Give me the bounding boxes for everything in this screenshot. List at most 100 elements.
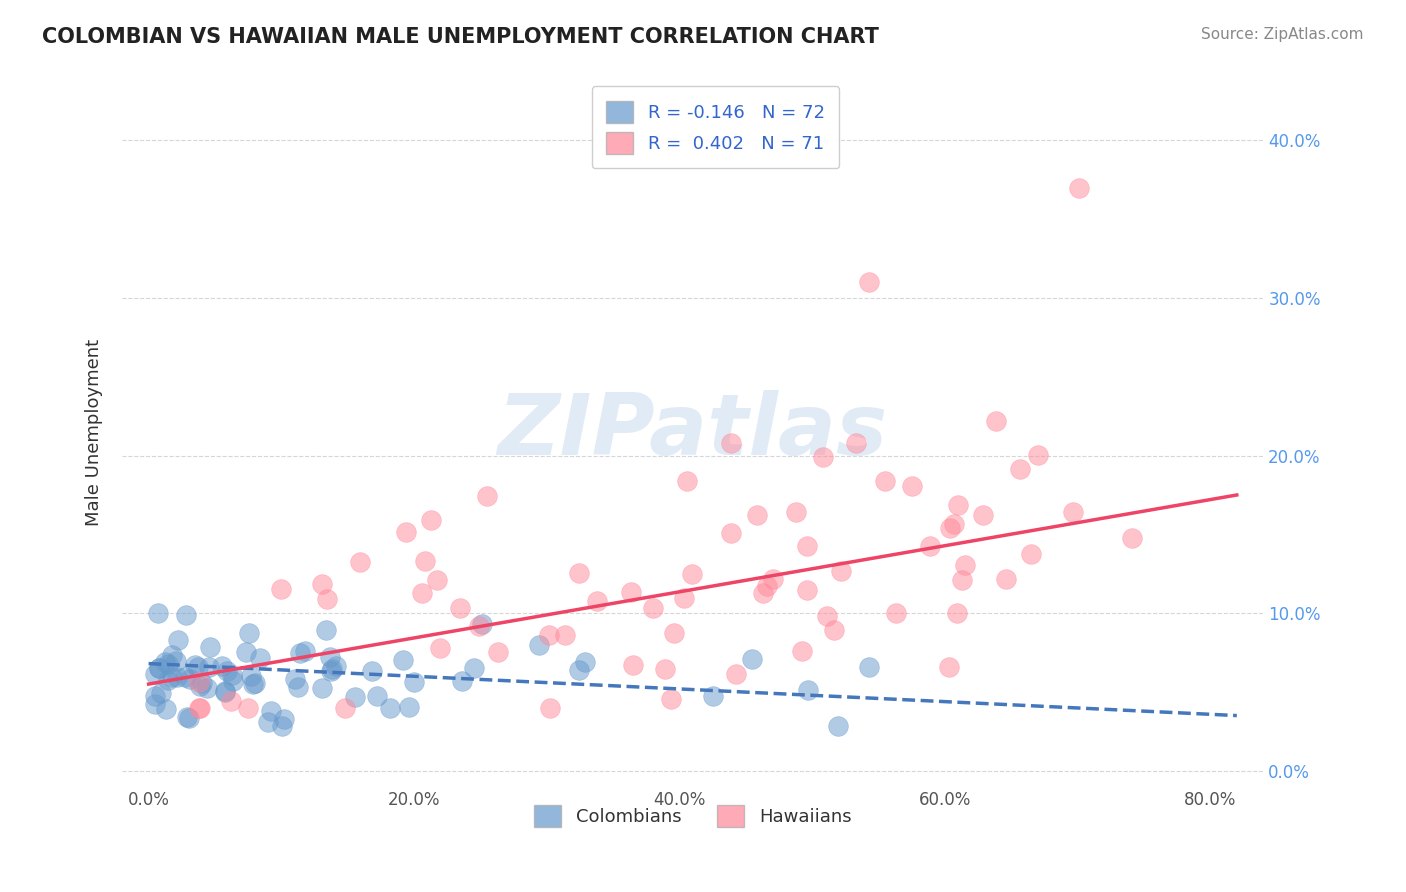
Point <box>366 690 388 704</box>
Point <box>245 676 267 690</box>
Point <box>287 680 309 694</box>
Point <box>994 572 1017 586</box>
Point <box>238 626 260 640</box>
Point <box>343 690 366 704</box>
Point <box>333 700 356 714</box>
Point <box>762 573 785 587</box>
Point <box>221 667 243 681</box>
Point <box>984 414 1007 428</box>
Point <box>391 653 413 667</box>
Point <box>143 667 166 681</box>
Point <box>157 657 180 671</box>
Point <box>179 711 201 725</box>
Point <box>200 640 222 654</box>
Point <box>1121 531 1143 545</box>
Point <box>785 505 807 519</box>
Point <box>160 669 183 683</box>
Point <box>420 513 443 527</box>
Point <box>256 714 278 729</box>
Point <box>174 608 197 623</box>
Point <box>219 694 242 708</box>
Point <box>945 606 967 620</box>
Point <box>321 664 343 678</box>
Point <box>675 474 697 488</box>
Point <box>148 606 170 620</box>
Point <box>188 700 211 714</box>
Point <box>875 474 897 488</box>
Point <box>143 698 166 712</box>
Point <box>756 579 779 593</box>
Point <box>527 638 550 652</box>
Point <box>950 573 973 587</box>
Point <box>621 658 644 673</box>
Point <box>953 558 976 573</box>
Point <box>939 521 962 535</box>
Point <box>574 655 596 669</box>
Point <box>654 662 676 676</box>
Point <box>858 275 880 289</box>
Text: Source: ZipAtlas.com: Source: ZipAtlas.com <box>1201 27 1364 42</box>
Point <box>315 623 337 637</box>
Point <box>745 508 768 523</box>
Point <box>156 673 179 687</box>
Text: COLOMBIAN VS HAWAIIAN MALE UNEMPLOYMENT CORRELATION CHART: COLOMBIAN VS HAWAIIAN MALE UNEMPLOYMENT … <box>42 27 879 46</box>
Point <box>827 719 849 733</box>
Point <box>398 699 420 714</box>
Point <box>160 648 183 662</box>
Point <box>681 566 703 581</box>
Point <box>395 524 418 539</box>
Point <box>349 555 371 569</box>
Point <box>796 683 818 698</box>
Point <box>378 701 401 715</box>
Point <box>672 591 695 605</box>
Point <box>214 685 236 699</box>
Point <box>702 689 724 703</box>
Point <box>148 661 170 675</box>
Point <box>325 659 347 673</box>
Point <box>585 594 607 608</box>
Point <box>643 600 665 615</box>
Point <box>166 632 188 647</box>
Point <box>179 673 201 687</box>
Point <box>195 681 218 695</box>
Point <box>249 650 271 665</box>
Point <box>943 517 966 532</box>
Text: ZIPatlas: ZIPatlas <box>498 391 887 474</box>
Point <box>360 664 382 678</box>
Point <box>884 607 907 621</box>
Point <box>471 617 494 632</box>
Point <box>411 586 433 600</box>
Point <box>1062 505 1084 519</box>
Point <box>486 645 509 659</box>
Point <box>720 526 742 541</box>
Point <box>284 672 307 686</box>
Point <box>270 719 292 733</box>
Point <box>972 508 994 522</box>
Point <box>273 712 295 726</box>
Point <box>845 435 868 450</box>
Point <box>538 700 561 714</box>
Point <box>568 663 591 677</box>
Point <box>188 675 211 690</box>
Point <box>222 673 245 688</box>
Point <box>165 654 187 668</box>
Point <box>270 582 292 597</box>
Point <box>858 660 880 674</box>
Point <box>190 676 212 690</box>
Point <box>187 700 209 714</box>
Point <box>311 681 333 696</box>
Point <box>236 700 259 714</box>
Point <box>242 677 264 691</box>
Point <box>239 669 262 683</box>
Point <box>463 660 485 674</box>
Point <box>811 450 834 464</box>
Point <box>741 652 763 666</box>
Point <box>155 702 177 716</box>
Point <box>620 585 643 599</box>
Point <box>402 674 425 689</box>
Point <box>176 710 198 724</box>
Point <box>554 628 576 642</box>
Point <box>311 576 333 591</box>
Point <box>724 667 747 681</box>
Point <box>918 539 941 553</box>
